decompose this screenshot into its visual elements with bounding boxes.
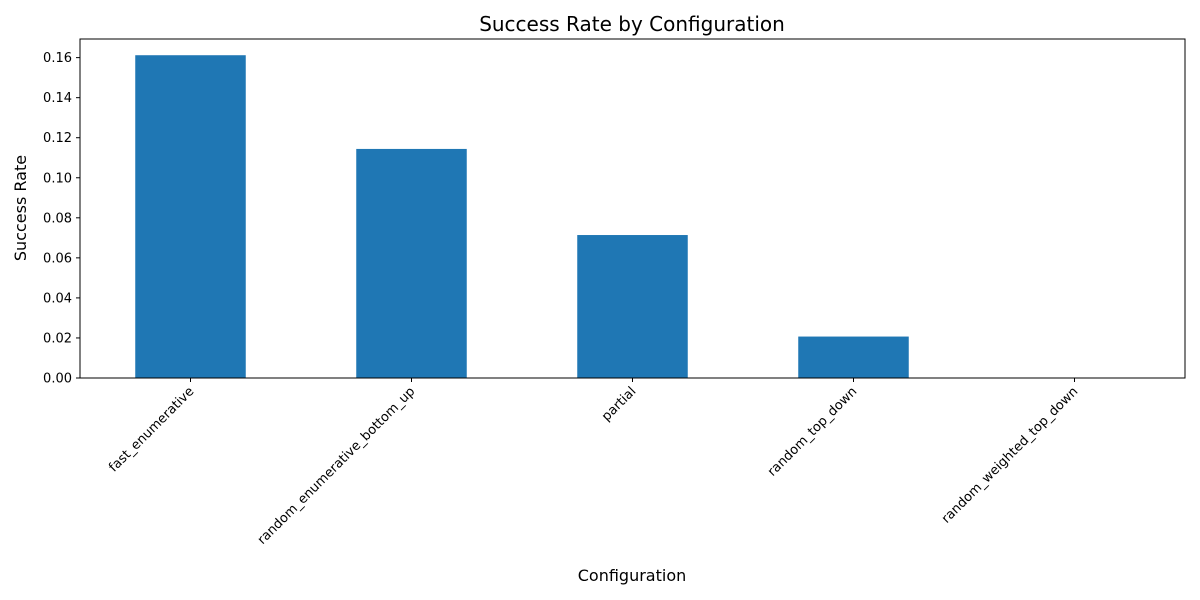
y-axis-ticks: 0.00 0.02 0.04 0.06 0.08 0.10 0.12 0.14 0.16 [43, 51, 80, 387]
y-tick-label: 0.08 [43, 211, 72, 226]
y-tick-label: 0.10 [43, 171, 72, 186]
y-tick-label: 0.12 [43, 131, 72, 146]
y-tick-label: 0.04 [43, 291, 72, 306]
plot-area-frame [79, 38, 1186, 379]
y-tick-label: 0.16 [43, 51, 72, 66]
y-tick-label: 0.02 [43, 331, 72, 346]
bar-random-enumerative-bottom-up [356, 148, 467, 378]
bar-partial [577, 235, 688, 378]
y-tick-label: 0.06 [43, 251, 72, 266]
bars [135, 55, 909, 378]
x-axis-label: Configuration [578, 566, 687, 585]
y-tick-label: 0.14 [43, 91, 72, 106]
chart-title: Success Rate by Configuration [479, 12, 785, 36]
bar-fast-enumerative [135, 55, 246, 378]
y-axis-label: Success Rate [11, 155, 30, 261]
bar-random-top-down [798, 336, 909, 378]
y-tick-label: 0.00 [43, 372, 72, 387]
